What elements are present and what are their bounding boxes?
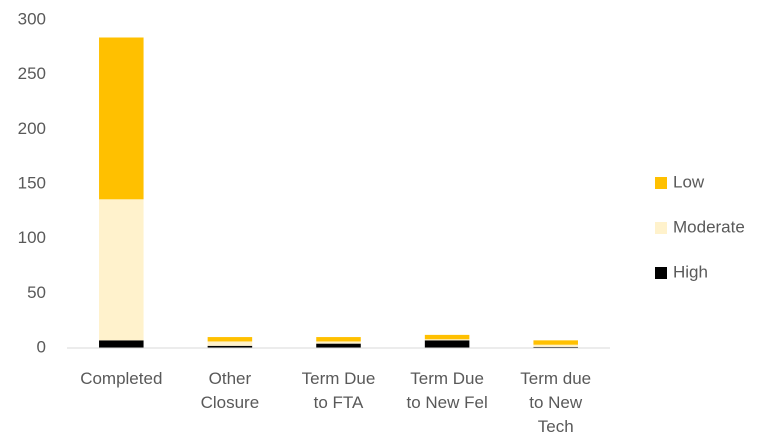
y-tick-label: 150 [18,173,46,192]
bar-segment [533,340,578,345]
y-tick-label: 50 [27,283,46,302]
bar-segment [316,343,361,348]
bar-segment [424,334,470,340]
legend-label: Moderate [673,217,745,236]
legend-label: High [673,262,708,281]
legend-swatch [655,177,667,189]
legend-swatch [655,222,667,234]
y-tick-label: 300 [18,9,46,28]
bar-segment [316,337,361,342]
bar-segment [316,341,361,344]
legend-swatch [655,267,667,279]
y-tick-label: 100 [18,228,46,247]
bar-segment [533,346,578,348]
x-tick-label: Completed [80,369,162,388]
bar-segment [99,199,144,341]
y-tick-label: 250 [18,64,46,83]
bar-segment [424,340,470,348]
x-tick-label: Other Closure [201,369,260,412]
y-tick-label: 0 [37,337,46,356]
bar-segment [99,37,144,200]
y-tick-label: 200 [18,119,46,138]
x-tick-label: Term due to New Tech [520,369,591,436]
bar-segment [99,340,144,348]
x-tick-label: Term Due to New Fel [406,369,487,412]
legend-label: Low [673,172,705,191]
bar-segment [533,344,578,347]
bar-segment [424,339,470,341]
bar-segment [207,345,253,348]
bar-segment [207,341,253,346]
x-tick-label: Term Due to FTA [302,369,376,412]
bar-segment [207,337,253,342]
